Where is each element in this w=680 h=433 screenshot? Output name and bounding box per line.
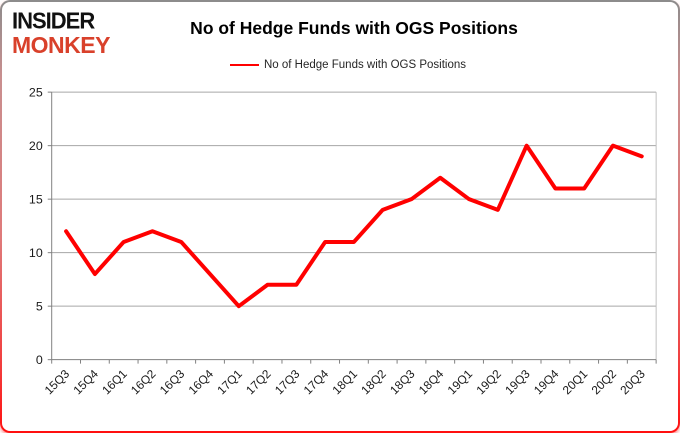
x-tick-label: 17Q4 (301, 366, 332, 397)
x-tick-label: 18Q2 (358, 366, 389, 397)
x-tick-label: 20Q2 (589, 366, 620, 397)
x-tick-label: 16Q1 (99, 366, 130, 397)
x-tick-label: 15Q3 (42, 366, 73, 397)
x-tick-label: 18Q4 (416, 366, 447, 397)
y-tick-label: 10 (29, 246, 43, 260)
legend: No of Hedge Funds with OGS Positions (230, 59, 466, 71)
x-tick-label: 15Q4 (70, 366, 101, 397)
x-tick-label: 20Q1 (560, 366, 591, 397)
x-tick-label: 18Q1 (329, 366, 360, 397)
data-series-line (64, 143, 644, 309)
x-tick-label: 17Q3 (272, 366, 303, 397)
x-tick-label: 19Q1 (445, 366, 476, 397)
x-tick-label: 18Q3 (387, 366, 418, 397)
y-tick-label: 0 (36, 353, 43, 367)
x-tick-label: 16Q2 (128, 366, 159, 397)
insider-monkey-logo: INSIDER MONKEY (12, 7, 110, 58)
x-tick-label: 19Q3 (502, 366, 533, 397)
x-tick-label: 19Q2 (473, 366, 504, 397)
x-tick-label: 19Q4 (531, 366, 562, 397)
y-tick-label: 5 (36, 300, 43, 314)
x-tick-label: 16Q4 (186, 366, 217, 397)
y-tick-label: 15 (29, 193, 43, 207)
y-tick-label: 25 (29, 86, 43, 100)
legend-line-swatch (230, 64, 259, 66)
y-tick-label: 20 (29, 139, 43, 153)
x-tick-label: 16Q3 (157, 366, 188, 397)
logo-text-monkey: MONKEY (12, 32, 110, 58)
x-tick-label: 20Q3 (617, 366, 648, 397)
logo-text-insider: INSIDER (12, 7, 95, 34)
chart-title: No of Hedge Funds with OGS Positions (190, 18, 518, 38)
legend-label: No of Hedge Funds with OGS Positions (264, 59, 466, 71)
x-tick-label: 17Q1 (214, 366, 245, 397)
x-tick-label: 17Q2 (243, 366, 274, 397)
